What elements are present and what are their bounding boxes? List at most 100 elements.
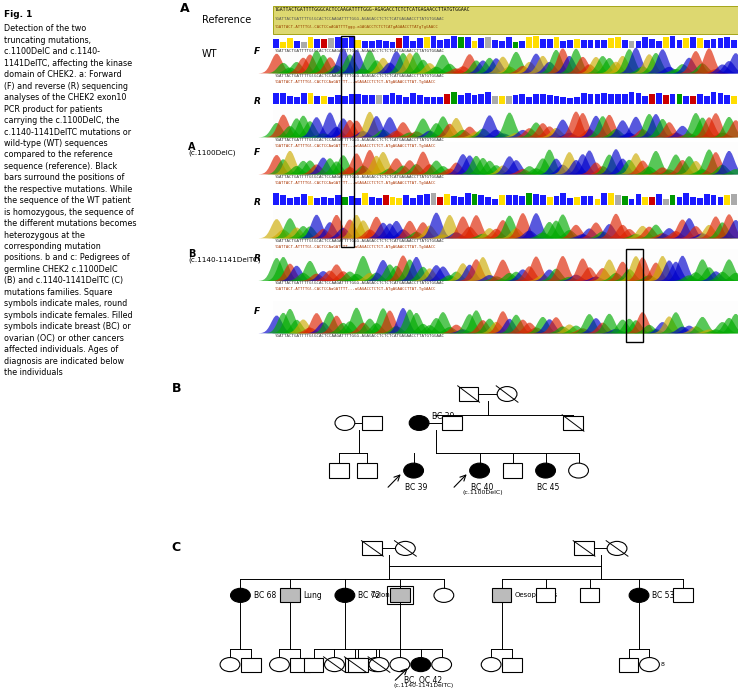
Bar bbox=[499, 41, 505, 48]
Bar bbox=[560, 41, 566, 48]
Bar bbox=[581, 93, 587, 104]
Bar bbox=[314, 96, 320, 104]
Bar bbox=[287, 38, 293, 48]
Text: BC 72: BC 72 bbox=[358, 591, 380, 600]
Bar bbox=[348, 196, 354, 205]
Bar bbox=[547, 38, 553, 48]
Bar bbox=[362, 193, 368, 205]
Bar bbox=[731, 41, 737, 48]
Bar bbox=[601, 94, 607, 104]
Bar bbox=[568, 98, 573, 104]
Bar bbox=[273, 193, 279, 205]
Bar bbox=[280, 195, 286, 205]
Bar bbox=[301, 42, 306, 48]
Bar bbox=[308, 93, 314, 104]
Bar bbox=[615, 94, 621, 104]
Bar bbox=[663, 95, 669, 104]
Bar bbox=[568, 198, 573, 205]
Bar bbox=[348, 94, 354, 104]
Bar bbox=[673, 589, 693, 603]
Bar bbox=[506, 195, 511, 205]
Text: BC 53: BC 53 bbox=[652, 591, 675, 600]
Bar bbox=[560, 97, 566, 104]
Bar bbox=[303, 658, 323, 672]
Bar bbox=[451, 92, 457, 104]
Bar bbox=[390, 94, 396, 104]
Bar bbox=[663, 37, 669, 48]
Bar bbox=[717, 196, 723, 205]
Bar bbox=[485, 197, 491, 205]
Bar bbox=[663, 199, 669, 205]
Circle shape bbox=[411, 658, 431, 672]
Text: (c.1140-1141DelTC): (c.1140-1141DelTC) bbox=[393, 682, 454, 688]
Bar bbox=[724, 37, 730, 48]
Bar bbox=[273, 38, 279, 48]
Text: lGATTACT-ATTTTGl-CACTCCAaGATTTT---aGAGACCTCTCT-ATgAGAACCTTAT-TgGAACC: lGATTACT-ATTTTGl-CACTCCAaGATTTT---aGAGAC… bbox=[275, 80, 437, 84]
Bar bbox=[554, 196, 559, 205]
Bar bbox=[731, 96, 737, 104]
Bar bbox=[711, 195, 717, 205]
Bar bbox=[430, 36, 436, 48]
Bar bbox=[724, 95, 730, 104]
Bar bbox=[328, 96, 334, 104]
Text: lGATTACT-ATTTTGl-CACTCCAaGATTTT---aGAGACCTCTCT-ATgAGAACCTTAT-TgGAACC: lGATTACT-ATTTTGl-CACTCCAaGATTTT---aGAGAC… bbox=[275, 287, 437, 291]
Bar bbox=[321, 96, 327, 104]
Text: BC 68: BC 68 bbox=[254, 591, 276, 600]
Bar bbox=[417, 195, 423, 205]
Bar bbox=[587, 40, 593, 48]
Bar bbox=[601, 40, 607, 48]
Bar bbox=[396, 38, 402, 48]
Bar bbox=[403, 97, 409, 104]
Bar bbox=[478, 38, 484, 48]
Bar bbox=[587, 196, 593, 205]
Bar bbox=[273, 105, 738, 137]
Bar bbox=[622, 40, 627, 48]
Bar bbox=[608, 94, 614, 104]
Text: lGATTACTGATTTTGlGCACTCCAAGATTTTGGG-AGAGACCTCTCTCATGAGAACCTTATGTGGAAC: lGATTACTGATTTTGlGCACTCCAAGATTTTGGG-AGAGA… bbox=[275, 281, 445, 285]
Bar bbox=[273, 93, 279, 104]
Circle shape bbox=[325, 658, 345, 672]
Bar bbox=[690, 37, 696, 48]
Bar bbox=[601, 193, 607, 205]
Text: A: A bbox=[180, 2, 190, 15]
Bar bbox=[465, 193, 471, 205]
Text: Lung: Lung bbox=[303, 591, 322, 600]
Bar bbox=[526, 38, 532, 48]
Text: B: B bbox=[172, 382, 182, 395]
Bar bbox=[615, 195, 621, 205]
Bar bbox=[574, 39, 580, 48]
Bar bbox=[697, 198, 703, 205]
Bar bbox=[390, 197, 396, 205]
Bar bbox=[677, 196, 683, 205]
Bar bbox=[424, 194, 430, 205]
Text: BC 40: BC 40 bbox=[471, 483, 494, 492]
Bar bbox=[683, 193, 689, 205]
Circle shape bbox=[369, 658, 389, 672]
Text: lGATTACTGATTTTGlGCACTCCAAGATTTTGGG-AGAGACCTCTCTCATGAGAACCTTATGTGGAAC: lGATTACTGATTTTGlGCACTCCAAGATTTTGGG-AGAGA… bbox=[275, 175, 445, 179]
Bar bbox=[390, 589, 410, 603]
Bar bbox=[444, 39, 450, 48]
Text: lGATTACT-ATTTTGl-CACTCCaAGATTTTggg-aGAGACCTCTCTCATgAGAACCTTATgTgGAACC: lGATTACT-ATTTTGl-CACTCCaAGATTTTggg-aGAGA… bbox=[275, 25, 439, 29]
Text: Detection of the two
truncating mutations,
c.1100DelC and c.1140-
1141DelTC, aff: Detection of the two truncating mutation… bbox=[4, 24, 137, 377]
Circle shape bbox=[409, 415, 429, 431]
Text: R: R bbox=[253, 254, 261, 264]
Bar bbox=[533, 94, 539, 104]
Bar bbox=[533, 194, 539, 205]
Bar bbox=[345, 658, 365, 672]
Bar bbox=[241, 658, 261, 672]
Bar bbox=[492, 41, 498, 48]
Bar bbox=[478, 195, 484, 205]
Circle shape bbox=[536, 463, 556, 478]
Circle shape bbox=[335, 589, 355, 603]
Bar bbox=[627, 249, 643, 343]
Text: (c.1140-1141DelTC): (c.1140-1141DelTC) bbox=[188, 256, 261, 263]
Bar bbox=[554, 96, 559, 104]
Circle shape bbox=[629, 589, 649, 603]
Text: lGATTACTGATTTTGlGCACTCCAAGATTTTGGG-AGAGACCTCTCTCATGAGAACCTTATGTGGAAC: lGATTACTGATTTTGlGCACTCCAAGATTTTGGG-AGAGA… bbox=[275, 138, 445, 142]
Bar bbox=[547, 94, 553, 104]
Text: lGATTACTGATTTTGlGCACTCCAAGATTTTGGG-AGAGACCTCTCTCATGAGAACCTTATGTGGAAC: lGATTACTGATTTTGlGCACTCCAAGATTTTGGG-AGAGA… bbox=[275, 49, 445, 52]
Bar bbox=[410, 41, 415, 48]
Bar bbox=[499, 196, 505, 205]
Bar bbox=[536, 589, 556, 603]
Bar bbox=[348, 36, 354, 48]
